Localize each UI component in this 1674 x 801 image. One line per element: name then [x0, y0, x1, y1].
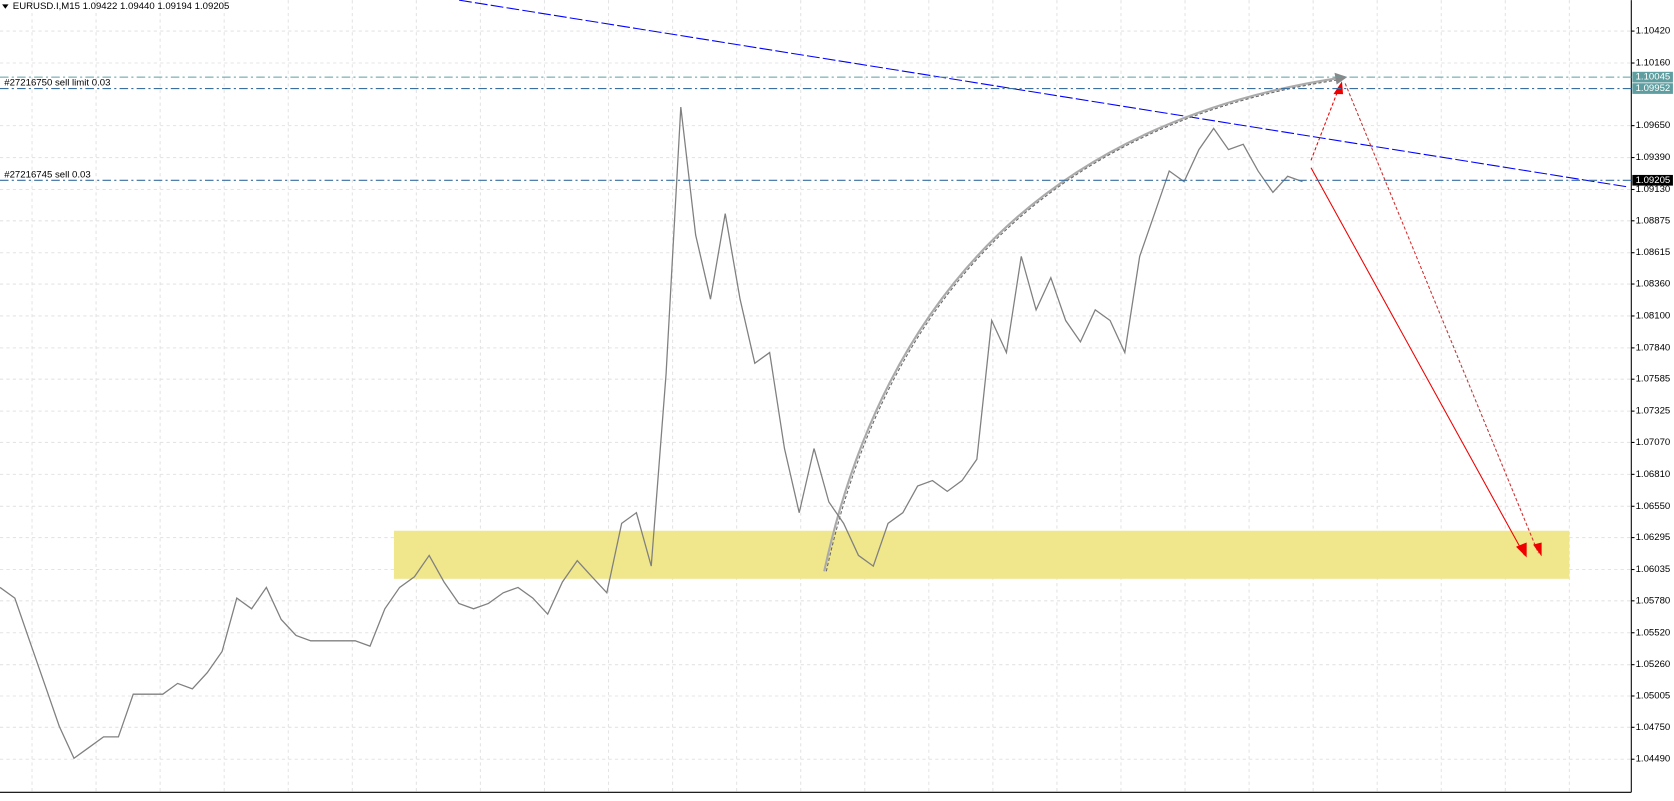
y-tick-label: 1.08360	[1636, 279, 1671, 290]
price-label-box	[1632, 71, 1673, 83]
up-arrow	[1310, 85, 1341, 161]
y-tick-label: 1.09650	[1636, 120, 1671, 131]
y-tick-label: 1.09130	[1636, 184, 1671, 195]
y-tick-label: 1.07325	[1636, 406, 1671, 417]
y-tick-label: 1.04750	[1636, 722, 1671, 733]
up-arrowhead	[1333, 81, 1344, 95]
y-tick-label: 1.08615	[1636, 247, 1671, 258]
order-label: #27216750 sell limit 0.03	[4, 78, 110, 89]
y-tick-label: 1.06035	[1636, 564, 1671, 575]
arc-arrowhead	[1334, 72, 1348, 85]
y-tick-label: 1.05260	[1636, 659, 1671, 670]
price-label-box	[1632, 83, 1673, 94]
chart-title: EURUSD.I,M15 1.09422 1.09440 1.09194 1.0…	[13, 1, 230, 12]
price-line-series	[0, 106, 1303, 760]
price-label: 1.09952	[1636, 83, 1671, 94]
y-tick-label: 1.06550	[1636, 501, 1671, 512]
trend-line	[458, 0, 1629, 188]
y-tick-label: 1.07070	[1636, 437, 1671, 448]
y-tick-label: 1.08100	[1636, 310, 1671, 321]
y-tick-label: 1.04490	[1636, 754, 1671, 765]
down-arrowhead	[1515, 542, 1527, 558]
y-tick-label: 1.06810	[1636, 469, 1671, 480]
projection-arc	[823, 75, 1346, 572]
down-arrow	[1310, 167, 1526, 556]
price-label: 1.09205	[1636, 175, 1671, 186]
y-tick-label: 1.07840	[1636, 342, 1671, 353]
down-arrowhead-2	[1533, 542, 1542, 557]
price-label: 1.10045	[1636, 72, 1671, 83]
y-tick-label: 1.10160	[1636, 58, 1671, 69]
y-tick-label: 1.10420	[1636, 26, 1671, 37]
projection-arc-dash	[825, 78, 1344, 572]
y-tick-label: 1.09390	[1636, 152, 1671, 163]
y-tick-label: 1.05520	[1636, 627, 1671, 638]
y-tick-label: 1.05005	[1636, 691, 1671, 702]
y-tick-label: 1.05780	[1636, 595, 1671, 606]
menu-triangle	[2, 4, 9, 9]
order-label: #27216745 sell 0.03	[4, 169, 90, 180]
y-tick-label: 1.06295	[1636, 532, 1671, 543]
y-tick-label: 1.08875	[1636, 215, 1671, 226]
down-arrow-dash	[1344, 83, 1539, 554]
support-zone	[393, 530, 1570, 579]
y-tick-label: 1.07585	[1636, 374, 1671, 385]
price-label-box	[1632, 174, 1673, 186]
